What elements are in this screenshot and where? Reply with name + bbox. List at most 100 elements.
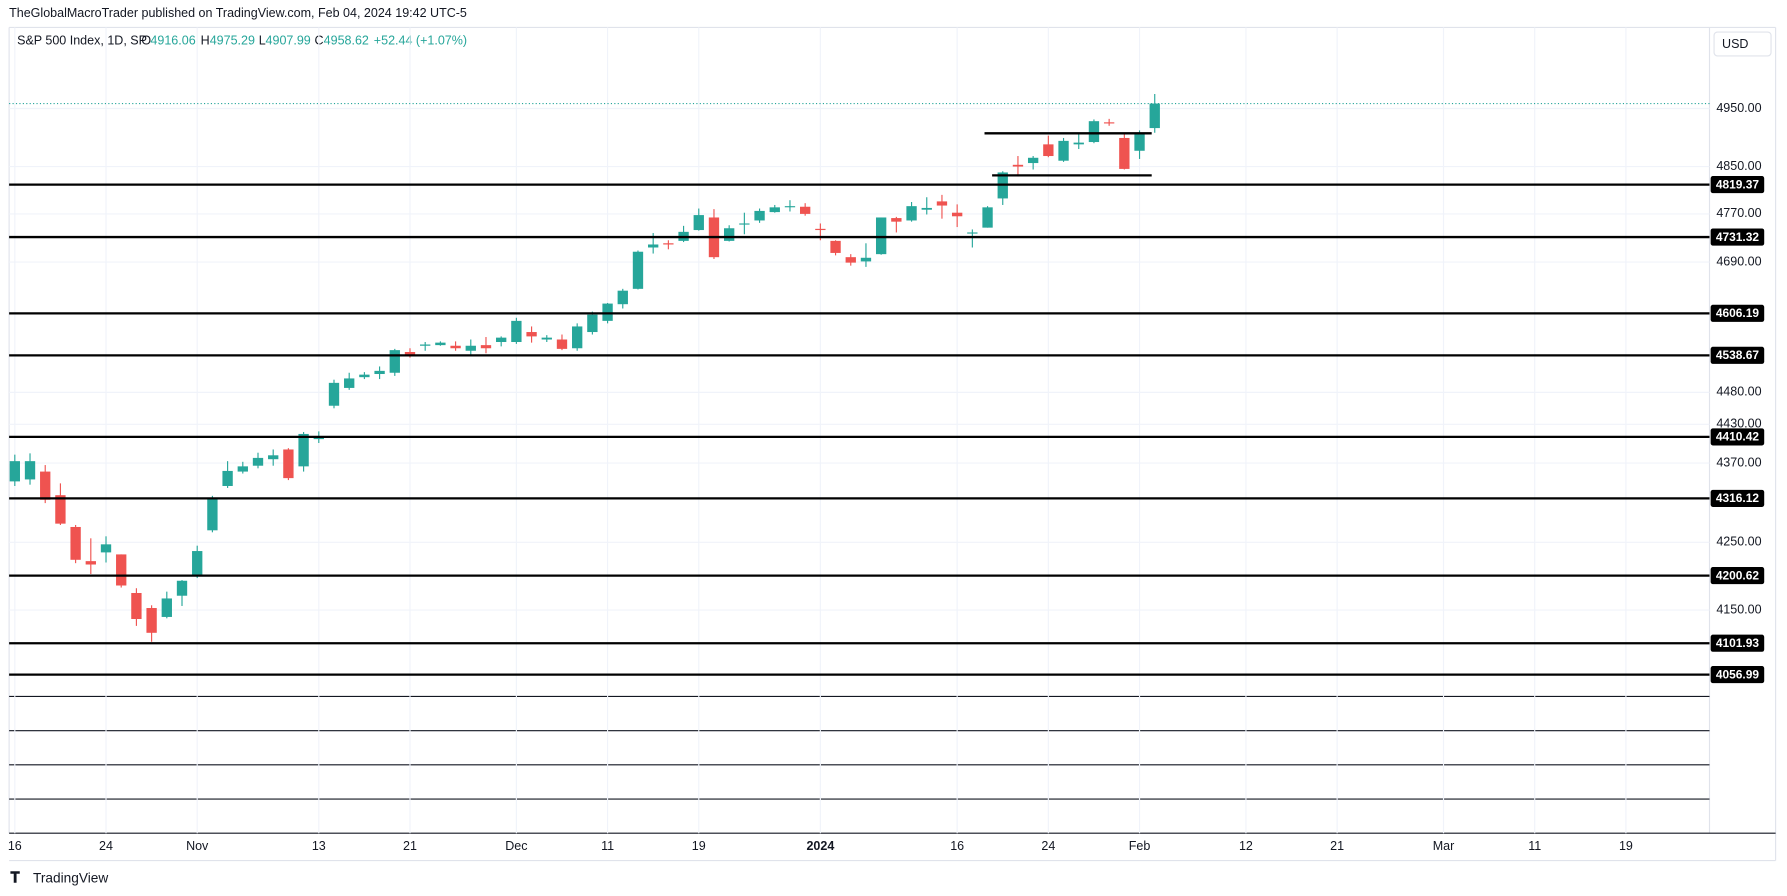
candle-body: [85, 561, 96, 565]
legend-change: +52.44 (+1.07%): [374, 33, 467, 47]
candle-body: [252, 457, 264, 466]
candle-body: [283, 449, 294, 479]
x-tick-label: 12: [1239, 839, 1253, 853]
currency-button[interactable]: [1713, 31, 1772, 57]
level-tag: [1710, 304, 1765, 322]
level-label: 4056.99: [1716, 667, 1760, 681]
level-label: 4606.19: [1716, 306, 1760, 320]
candle-body: [1149, 103, 1160, 129]
x-tick-label: 19: [692, 839, 706, 853]
y-tick-label: 4950.00: [1716, 101, 1761, 115]
y-tick-label: 4770.00: [1716, 206, 1761, 220]
candle-body: [40, 471, 51, 500]
candle-body: [268, 455, 279, 460]
x-tick-label: 24: [1041, 839, 1055, 853]
level-label: 4819.37: [1716, 177, 1760, 191]
candle-body: [176, 580, 188, 596]
candle-body: [1073, 142, 1084, 145]
candle-body: [404, 352, 416, 356]
y-tick-label: 4480.00: [1716, 385, 1761, 399]
candle-body: [1088, 121, 1100, 143]
level-tag: [1710, 634, 1765, 652]
candle-body: [648, 244, 659, 248]
candle-body: [131, 592, 142, 620]
currency[interactable]: USD: [1722, 37, 1748, 51]
candle-body: [222, 470, 233, 486]
candle-body: [921, 207, 932, 210]
level-label: 4538.67: [1716, 348, 1760, 362]
candle-body: [769, 207, 780, 213]
level-tag: [1710, 666, 1765, 684]
legend-low: 4907.99: [266, 33, 311, 47]
x-tick-label: Nov: [186, 839, 209, 853]
candle-body: [1058, 140, 1069, 161]
level-tag: [1710, 489, 1765, 507]
candle-body: [693, 215, 704, 231]
x-tick-label: 11: [601, 839, 614, 853]
candle-body: [1027, 157, 1039, 164]
candle-body: [906, 206, 917, 221]
candle-body: [784, 206, 796, 208]
candle-body: [860, 257, 872, 262]
legend-high: 4975.29: [210, 33, 255, 47]
candle-body: [1119, 137, 1130, 169]
candle-body: [389, 350, 400, 373]
candle-body: [146, 608, 157, 633]
x-tick-label: 21: [1330, 839, 1344, 853]
x-tick-label: 19: [1619, 839, 1633, 853]
candle-body: [116, 554, 127, 586]
header: TheGlobalMacroTrader published on Tradin…: [9, 6, 467, 20]
candle-body: [556, 339, 568, 349]
candle-body: [632, 251, 644, 289]
candle-body: [526, 332, 537, 337]
legend-close: 4958.62: [324, 33, 369, 47]
candle-body: [875, 217, 887, 255]
level-tag: [1710, 228, 1765, 246]
legend-l-label: L: [259, 33, 266, 47]
candle-body: [207, 497, 218, 531]
x-tick-label: 2024: [806, 839, 834, 853]
candle-body: [24, 461, 36, 480]
x-tick-label: 16: [8, 839, 22, 853]
y-tick-label: 4370.00: [1716, 455, 1761, 469]
candle-body: [967, 232, 978, 234]
y-tick-label: 4850.00: [1716, 159, 1761, 173]
candle-body: [298, 433, 309, 467]
candle-body: [192, 551, 203, 576]
candle-body: [815, 228, 826, 231]
candle-body: [1134, 133, 1145, 151]
candle-body: [374, 370, 385, 375]
legend-o-label: O: [141, 33, 151, 47]
candle-body: [663, 243, 674, 245]
candle-body: [55, 495, 66, 524]
candle-body: [572, 326, 583, 349]
candle-body: [161, 598, 172, 617]
level-tag: [1710, 176, 1765, 194]
y-tick-label: 4690.00: [1716, 254, 1761, 268]
y-tick-label: 4150.00: [1716, 602, 1761, 616]
x-tick-label: 13: [312, 839, 326, 853]
candle-body: [450, 345, 461, 349]
candle-body: [845, 257, 856, 263]
candle-body: [587, 314, 598, 333]
x-tick-label: 16: [950, 839, 964, 853]
level-label: 4731.32: [1716, 230, 1760, 244]
y-tick-label: 4430.00: [1716, 417, 1761, 431]
candle-body: [1103, 122, 1115, 124]
candle-body: [359, 374, 370, 378]
candle-body: [237, 466, 248, 472]
footer: 𝐓 TradingView: [10, 870, 108, 886]
candle-body: [617, 290, 628, 305]
y-tick-label: 4250.00: [1716, 535, 1761, 549]
level-tag: [1710, 567, 1765, 585]
candle-body: [435, 342, 446, 346]
candle-body: [420, 344, 431, 346]
level-label: 4410.42: [1716, 430, 1760, 444]
x-tick-label: 21: [403, 839, 417, 853]
candle-body: [344, 378, 355, 388]
level-label: 4101.93: [1716, 636, 1760, 650]
legend: S&P 500 Index, 1D, SP O 4916.06 H 4975.2…: [17, 33, 467, 47]
candle-body: [951, 212, 963, 217]
